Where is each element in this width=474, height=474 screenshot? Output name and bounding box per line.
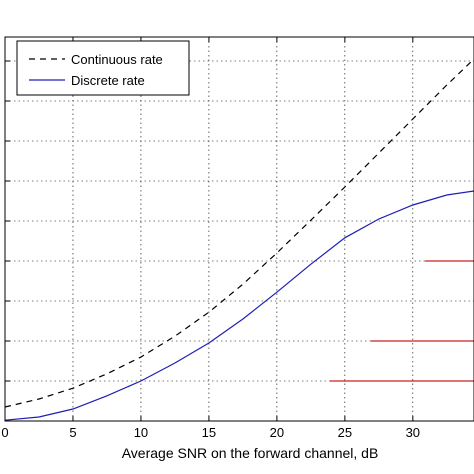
legend-label-2: Discrete rate	[71, 73, 145, 88]
x-tick-label: 0	[1, 425, 8, 440]
series-line-2	[4, 190, 474, 421]
legend-box	[16, 40, 190, 96]
x-tick-label: 25	[338, 425, 352, 440]
x-tick-label: 15	[202, 425, 216, 440]
x-tick-label: 5	[69, 425, 76, 440]
x-axis-label: Average SNR on the forward channel, dB	[122, 445, 379, 461]
x-tick-label: 30	[406, 425, 420, 440]
plot-series	[4, 58, 474, 421]
series-line-1	[4, 58, 474, 408]
plot-frame	[4, 36, 474, 422]
x-tick-label: 20	[270, 425, 284, 440]
legend-label-1: Continuous rate	[71, 52, 163, 67]
legend: Continuous rate Discrete rate	[16, 40, 190, 96]
ticks: 0 5 10 15 20 25 30	[1, 37, 420, 440]
x-tick-label: 10	[134, 425, 148, 440]
grid	[4, 37, 474, 421]
